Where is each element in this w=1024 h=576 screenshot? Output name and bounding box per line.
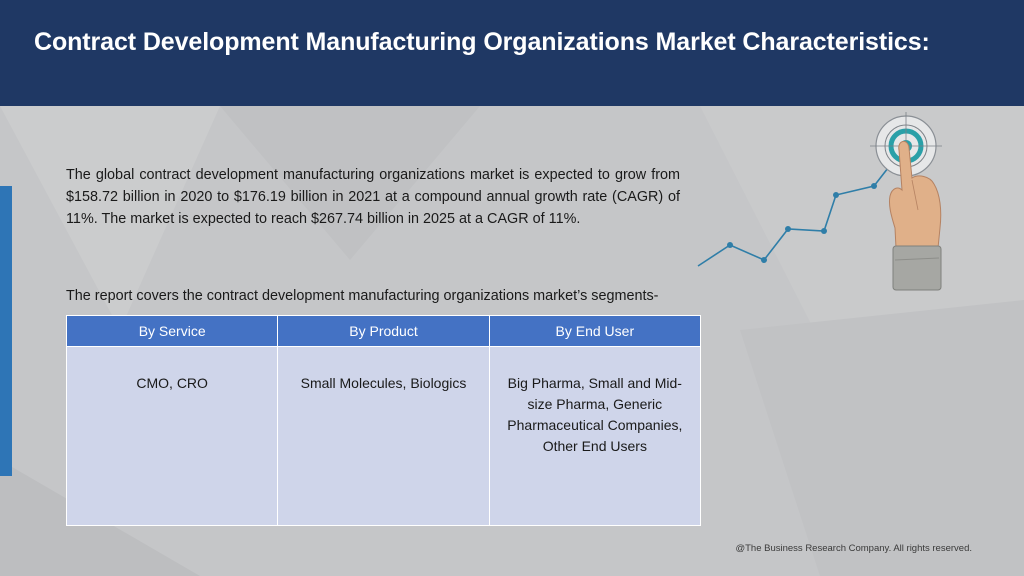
table-row: CMO, CRO Small Molecules, Biologics Big …	[65, 346, 702, 526]
segments-table-header-row: By Service By Product By End User	[65, 315, 702, 347]
market-summary-paragraph: The global contract development manufact…	[66, 167, 680, 227]
header-bar: Contract Development Manufacturing Organ…	[0, 0, 1024, 106]
pointing-hand-icon	[889, 141, 942, 291]
left-accent-bar	[0, 186, 12, 476]
cell-end-user: Big Pharma, Small and Mid-size Pharma, G…	[488, 346, 702, 526]
cell-service: CMO, CRO	[65, 346, 279, 526]
growth-graphic	[697, 112, 942, 291]
growth-line-icon	[697, 149, 903, 267]
segments-table: By Service By Product By End User CMO, C…	[65, 315, 702, 526]
cell-product: Small Molecules, Biologics	[277, 346, 490, 526]
page-title: Contract Development Manufacturing Organ…	[34, 28, 930, 56]
segments-intro: The report covers the contract developme…	[66, 288, 659, 304]
copyright-footer: @The Business Research Company. All righ…	[735, 543, 972, 554]
header-by-end-user: By End User	[488, 315, 702, 347]
header-by-product: By Product	[277, 315, 490, 347]
header-by-service: By Service	[65, 315, 279, 347]
